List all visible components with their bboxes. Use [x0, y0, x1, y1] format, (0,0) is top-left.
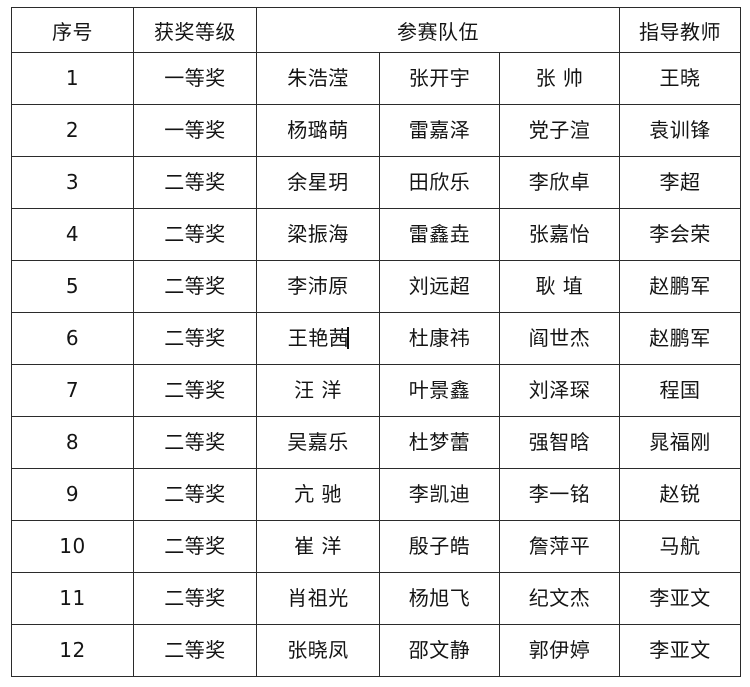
- text-caret-icon: [347, 327, 350, 349]
- cell-member-1: 李沛原: [256, 260, 380, 313]
- cell-member-2: 杜康祎: [379, 312, 500, 365]
- cell-member-1: 吴嘉乐: [256, 416, 380, 469]
- header-cell-team: 参赛队伍: [255, 7, 621, 53]
- cell-no: 4: [11, 208, 134, 261]
- cell-no: 7: [11, 364, 134, 417]
- table-row: 11 二等奖 肖祖光 杨旭飞 纪文杰 李亚文: [11, 572, 742, 625]
- cell-level: 二等奖: [133, 156, 257, 209]
- cell-advisor: 赵鹏军: [619, 312, 742, 365]
- table-row: 4 二等奖 梁振海 雷鑫垚 张嘉怡 李会荣: [11, 208, 742, 261]
- cell-member-1: 崔 洋: [256, 520, 380, 573]
- cell-no: 8: [11, 416, 134, 469]
- cell-member-1-text: 王艳茜: [287, 326, 350, 350]
- cell-no: 10: [11, 520, 134, 573]
- table-row: 8 二等奖 吴嘉乐 杜梦蕾 强智晗 晁福刚: [11, 416, 742, 469]
- cell-level: 一等奖: [133, 104, 257, 157]
- cell-member-1: 杨璐萌: [256, 104, 380, 157]
- cell-member-2: 殷子皓: [379, 520, 500, 573]
- cell-member-2: 刘远超: [379, 260, 500, 313]
- cell-member-2: 叶景鑫: [379, 364, 500, 417]
- cell-member-2: 雷鑫垚: [379, 208, 500, 261]
- cell-level: 二等奖: [133, 208, 257, 261]
- cell-member-3: 党子渲: [498, 104, 621, 157]
- cell-member-3: 张嘉怡: [498, 208, 621, 261]
- table-row: 5 二等奖 李沛原 刘远超 耿 埴 赵鹏军: [11, 260, 742, 313]
- cell-member-3: 纪文杰: [498, 572, 621, 625]
- table-body: 1 一等奖 朱浩滢 张开宇 张 帅 王晓 2 一等奖 杨璐萌 雷嘉泽 党子渲 袁…: [11, 52, 742, 677]
- cell-no: 2: [11, 104, 134, 157]
- cell-member-3: 李欣卓: [498, 156, 621, 209]
- cell-level: 二等奖: [133, 260, 257, 313]
- table-row: 12 二等奖 张晓凤 邵文静 郭伊婷 李亚文: [11, 624, 742, 677]
- cell-no: 1: [11, 52, 134, 105]
- cell-no: 12: [11, 624, 134, 677]
- cell-member-3: 阎世杰: [498, 312, 621, 365]
- cell-member-2: 邵文静: [379, 624, 500, 677]
- cell-member-3: 刘泽琛: [498, 364, 621, 417]
- header-cell-advisor: 指导教师: [619, 7, 742, 53]
- cell-level: 二等奖: [133, 572, 257, 625]
- cell-no: 5: [11, 260, 134, 313]
- table-row: 6 二等奖 王艳茜 杜康祎 阎世杰 赵鹏军: [11, 312, 742, 365]
- table-row: 9 二等奖 亢 驰 李凯迪 李一铭 赵锐: [11, 468, 742, 521]
- header-row: 序号 获奖等级 参赛队伍 指导教师: [11, 7, 742, 53]
- header-cell-level: 获奖等级: [133, 7, 257, 53]
- cell-level: 二等奖: [133, 312, 257, 365]
- cell-member-2: 杨旭飞: [379, 572, 500, 625]
- cell-member-2: 李凯迪: [379, 468, 500, 521]
- cell-level: 二等奖: [133, 364, 257, 417]
- table-row: 1 一等奖 朱浩滢 张开宇 张 帅 王晓: [11, 52, 742, 105]
- cell-member-3: 李一铭: [498, 468, 621, 521]
- cell-advisor: 王晓: [619, 52, 742, 105]
- cell-no: 6: [11, 312, 134, 365]
- table-header: 序号 获奖等级 参赛队伍 指导教师: [11, 7, 742, 53]
- cell-member-1: 汪 洋: [256, 364, 380, 417]
- cell-level: 一等奖: [133, 52, 257, 105]
- cell-member-1: 梁振海: [256, 208, 380, 261]
- award-results-table: 序号 获奖等级 参赛队伍 指导教师 1 一等奖 朱浩滢 张开宇 张 帅 王晓 2…: [11, 7, 742, 677]
- table-row: 7 二等奖 汪 洋 叶景鑫 刘泽琛 程国: [11, 364, 742, 417]
- cell-member-2: 田欣乐: [379, 156, 500, 209]
- cell-advisor: 马航: [619, 520, 742, 573]
- cell-member-3: 詹萍平: [498, 520, 621, 573]
- cell-advisor: 晁福刚: [619, 416, 742, 469]
- table-row: 2 一等奖 杨璐萌 雷嘉泽 党子渲 袁训锋: [11, 104, 742, 157]
- table-row: 3 二等奖 余星玥 田欣乐 李欣卓 李超: [11, 156, 742, 209]
- cell-advisor: 李会荣: [619, 208, 742, 261]
- table-row: 10 二等奖 崔 洋 殷子皓 詹萍平 马航: [11, 520, 742, 573]
- cell-member-2: 杜梦蕾: [379, 416, 500, 469]
- cell-member-3: 耿 埴: [498, 260, 621, 313]
- cell-member-3: 张 帅: [498, 52, 621, 105]
- cell-advisor: 李超: [619, 156, 742, 209]
- cell-advisor: 赵鹏军: [619, 260, 742, 313]
- cell-member-1-with-caret: 王艳茜: [256, 312, 380, 365]
- cell-member-2: 雷嘉泽: [379, 104, 500, 157]
- cell-no: 3: [11, 156, 134, 209]
- header-cell-no: 序号: [11, 7, 134, 53]
- cell-advisor: 李亚文: [619, 572, 742, 625]
- cell-no: 9: [11, 468, 134, 521]
- cell-member-3: 郭伊婷: [498, 624, 621, 677]
- cell-level: 二等奖: [133, 520, 257, 573]
- cell-advisor: 袁训锋: [619, 104, 742, 157]
- cell-member-1: 亢 驰: [256, 468, 380, 521]
- cell-member-2: 张开宇: [379, 52, 500, 105]
- cell-member-1: 张晓凤: [256, 624, 380, 677]
- cell-advisor: 程国: [619, 364, 742, 417]
- cell-member-1: 余星玥: [256, 156, 380, 209]
- cell-no: 11: [11, 572, 134, 625]
- cell-advisor: 赵锐: [619, 468, 742, 521]
- cell-level: 二等奖: [133, 468, 257, 521]
- cell-level: 二等奖: [133, 624, 257, 677]
- cell-advisor: 李亚文: [619, 624, 742, 677]
- cell-level: 二等奖: [133, 416, 257, 469]
- cell-member-1: 朱浩滢: [256, 52, 380, 105]
- cell-member-1: 肖祖光: [256, 572, 380, 625]
- cell-member-3: 强智晗: [498, 416, 621, 469]
